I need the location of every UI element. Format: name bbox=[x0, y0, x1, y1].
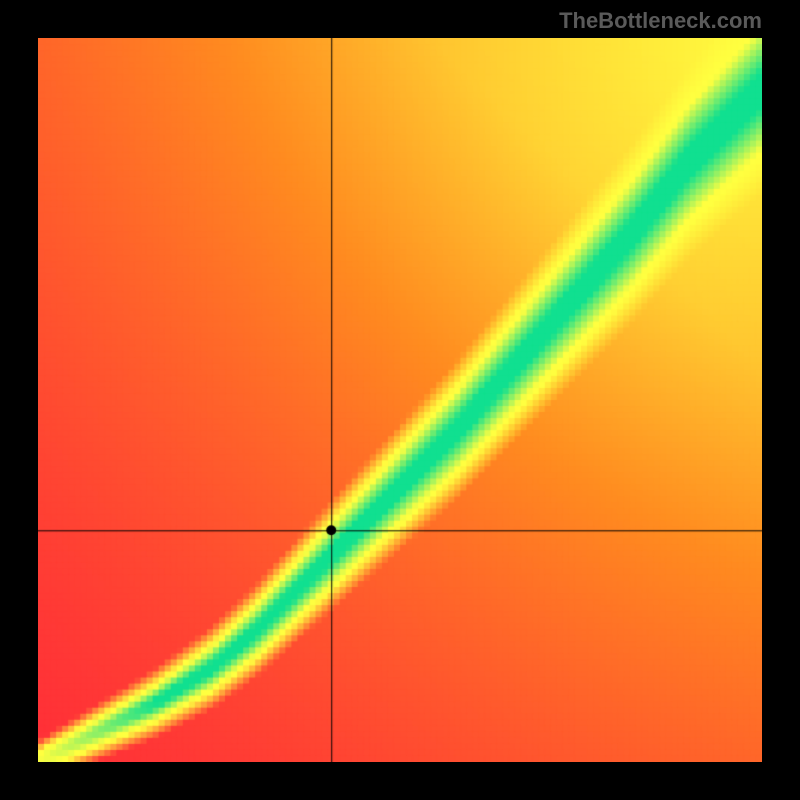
chart-container bbox=[38, 38, 762, 762]
heatmap-canvas bbox=[38, 38, 762, 762]
watermark-text: TheBottleneck.com bbox=[559, 8, 762, 34]
